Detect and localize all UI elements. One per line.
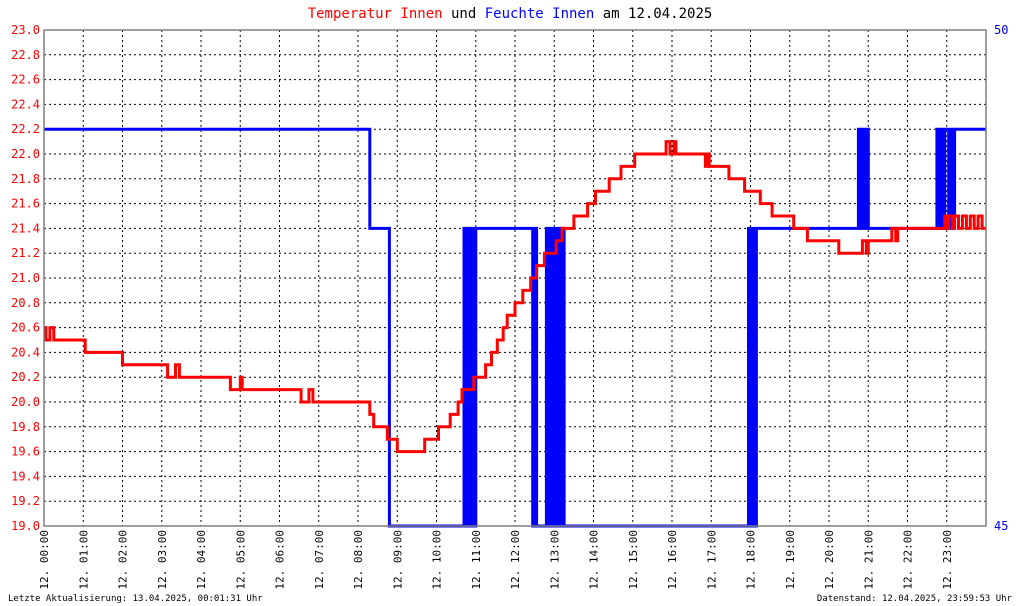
x-tick-label: 12. 05:00 [234,530,247,590]
y-left-tick-label: 19.2 [11,494,40,508]
title-temperature: Temperatur Innen [308,6,443,22]
x-tick-label: 12. 02:00 [117,530,130,590]
y-left-tick-label: 19.6 [11,445,40,459]
title-date: am 12.04.2025 [603,6,713,22]
y-left-tick-label: 22.0 [11,147,40,161]
y-left-tick-label: 20.8 [11,296,40,310]
x-tick-label: 12. 23:00 [941,530,954,590]
y-left-tick-label: 20.0 [11,395,40,409]
x-tick-label: 12. 22:00 [902,530,915,590]
y-left-tick-label: 23.0 [11,23,40,37]
x-tick-label: 12. 10:00 [431,530,444,590]
y-left-tick-label: 22.2 [11,122,40,136]
y-left-tick-label: 19.0 [11,519,40,533]
y-left-tick-label: 21.4 [11,221,40,235]
y-left-tick-label: 22.4 [11,97,40,111]
x-tick-label: 12. 09:00 [391,530,404,590]
y-left-tick-label: 21.2 [11,246,40,260]
x-tick-label: 12. 13:00 [548,530,561,590]
x-tick-label: 12. 12:00 [509,530,522,590]
x-tick-label: 12. 18:00 [745,530,758,590]
x-tick-label: 12. 16:00 [666,530,679,590]
y-left-tick-label: 20.6 [11,321,40,335]
x-tick-label: 12. 04:00 [195,530,208,590]
x-tick-label: 12. 17:00 [705,530,718,590]
title-humidity: Feuchte Innen [485,6,595,22]
footer-data-status: Datenstand: 12.04.2025, 23:59:53 Uhr [817,594,1013,604]
y-left-tick-label: 20.4 [11,345,40,359]
grid [44,29,986,527]
x-tick-label: 12. 06:00 [274,530,287,590]
x-tick-label: 12. 15:00 [627,530,640,590]
series-line-temperature [44,140,986,454]
plot-frame [43,29,987,527]
x-tick-label: 12. 03:00 [156,530,169,590]
x-tick-label: 12. 21:00 [862,530,875,590]
x-tick-label: 12. 20:00 [823,530,836,590]
y-left-tick-label: 21.8 [11,172,40,186]
title-und: und [451,6,476,22]
chart-title: Temperatur Innen und Feuchte Innen am 12… [308,6,713,22]
x-tick-label: 12. 19:00 [784,530,797,590]
x-tick-label: 12. 00:00 [38,530,51,590]
x-tick-label: 12. 01:00 [77,530,90,590]
y-left-tick-label: 19.8 [11,420,40,434]
y-right-tick-label: 45 [994,519,1008,533]
y-left-tick-label: 20.2 [11,370,40,384]
x-tick-label: 12. 14:00 [588,530,601,590]
y-left-tick-label: 22.8 [11,48,40,62]
x-tick-label: 12. 11:00 [470,530,483,590]
y-left-tick-label: 21.0 [11,271,40,285]
y-left-tick-label: 22.6 [11,73,40,87]
tick-labels: 19.0 19.2 19.4 19.6 19.8 20.0 20.2 20.4 20.6 20.8… [11,23,1008,590]
y-right-tick-label: 50 [994,23,1008,37]
x-tick-label: 12. 07:00 [313,530,326,590]
x-tick-label: 12. 08:00 [352,530,365,590]
y-left-tick-label: 21.6 [11,197,40,211]
y-left-tick-label: 19.4 [11,469,40,483]
footer-last-update: Letzte Aktualisierung: 13.04.2025, 00:01… [8,594,263,604]
